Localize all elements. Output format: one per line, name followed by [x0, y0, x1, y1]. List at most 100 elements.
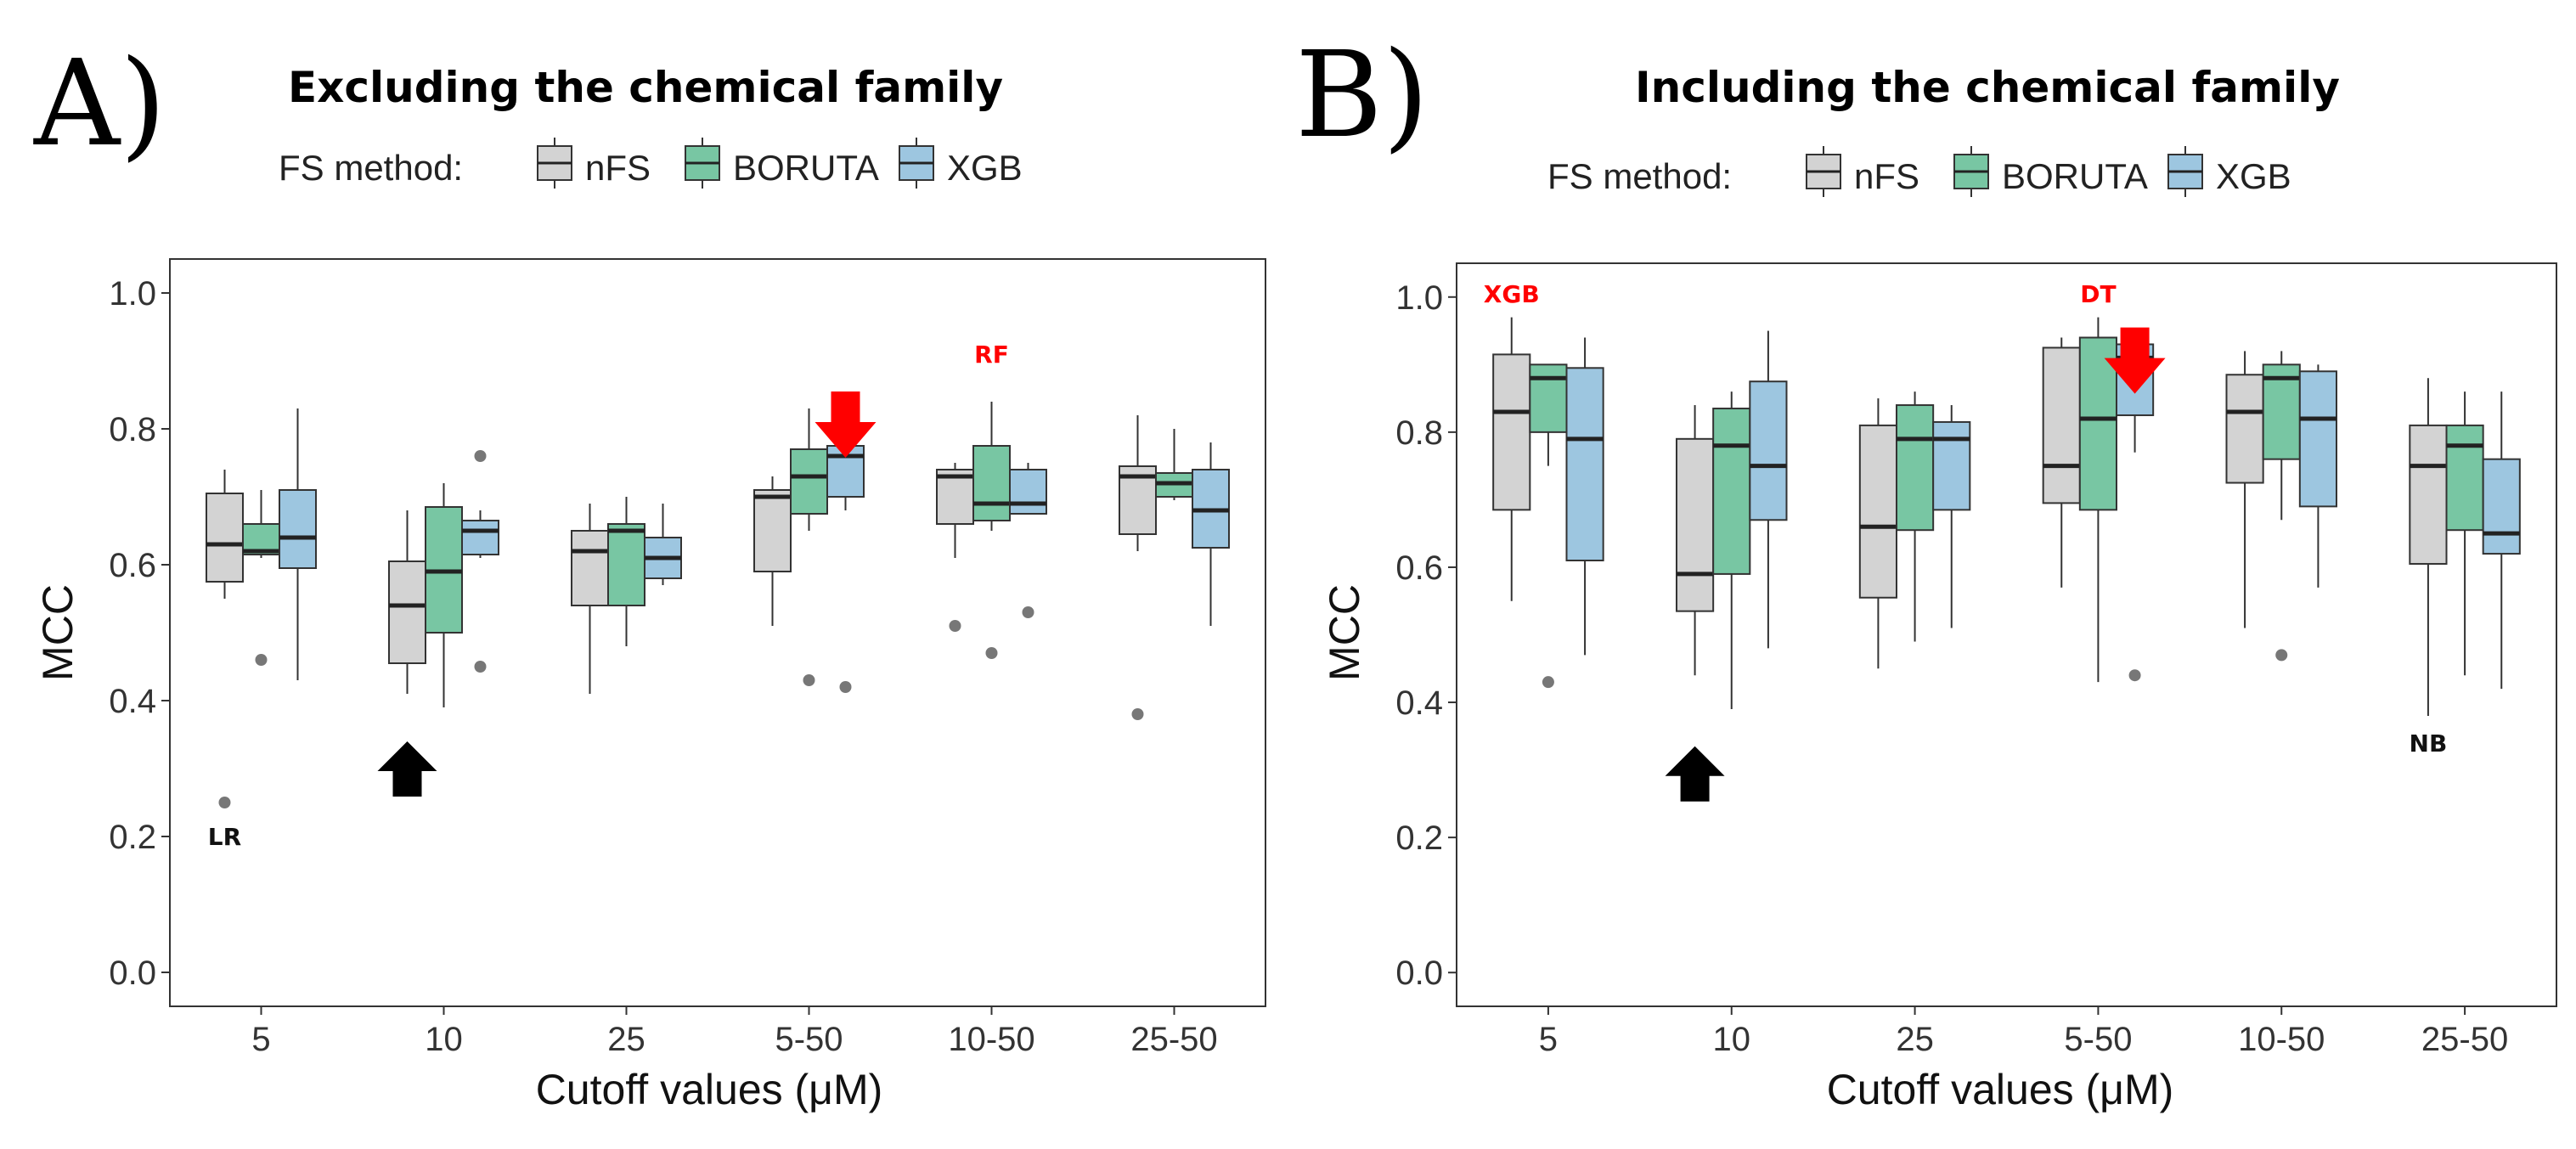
- panel-b-legend: FS method: nFS BORUTA XGB: [1547, 146, 2291, 197]
- outlier-point: [985, 647, 998, 659]
- panel-b-legend-label-nfs: nFS: [1854, 156, 1919, 196]
- panel-a-y-tick-label: 0.2: [109, 819, 156, 856]
- box-body: [790, 448, 828, 515]
- panel-b-plot-border: [1456, 262, 2557, 1007]
- panel-b-y-axis-title: MCC: [1321, 584, 1368, 681]
- outlier-point: [2128, 669, 2141, 682]
- box-body: [1932, 420, 1971, 511]
- box-body: [2078, 336, 2117, 511]
- panel-b-box-boruta-25-50: [2445, 391, 2484, 676]
- panel-a-box-xgb-10-50: [1009, 463, 1047, 618]
- panel-a-label: A): [33, 35, 166, 173]
- panel-a-box-nfs-5: [206, 470, 244, 808]
- panel-b-title: Including the chemical family: [1635, 63, 2340, 112]
- box-body: [388, 560, 426, 664]
- panel-a-x-tick-label-5-50: 5-50: [775, 1021, 843, 1058]
- outlier-point: [474, 450, 487, 462]
- panel-a-y-tick-label: 0.6: [109, 547, 156, 584]
- panel-a-x-tick-label-10-50: 10-50: [948, 1021, 1034, 1058]
- panel-b-x-tick-label-5-50: 5-50: [2064, 1021, 2132, 1058]
- box-body: [571, 530, 609, 606]
- panel-a-box-nfs-10-50: [936, 463, 974, 632]
- panel-a-legend-key-boruta: [685, 138, 720, 189]
- panel-a-box-boruta-5: [242, 490, 280, 666]
- panel-b-box-nfs-25: [1858, 398, 1897, 669]
- panel-b-x-tick-label-10: 10: [1713, 1021, 1751, 1058]
- panel-b-legend-title: FS method:: [1547, 156, 1732, 196]
- panel-b-y-tick-label: 0.2: [1395, 820, 1443, 857]
- box-body: [1009, 469, 1047, 515]
- box-body: [1896, 404, 1935, 532]
- panel-a-annotation-rf: RF: [974, 341, 1009, 369]
- box-body: [972, 445, 1011, 521]
- panel-a-y-tick-label: 1.0: [109, 275, 156, 313]
- panel-b-y-tick-label: 0.8: [1395, 414, 1443, 452]
- panel-b-label: B): [1295, 26, 1429, 165]
- panel-b-box-nfs-5: [1492, 317, 1531, 601]
- panel-a-x-tick-label-25-50: 25-50: [1130, 1021, 1217, 1058]
- panel-b-box-boruta-5-50: [2078, 317, 2117, 683]
- panel-a-y-tick-label: 0.8: [109, 411, 156, 448]
- panel-a-box-xgb-25-50: [1192, 442, 1230, 626]
- panel-a-plot-border: [169, 258, 1266, 1007]
- panel-b-y-tick-label: 0.0: [1395, 955, 1443, 992]
- box-body: [279, 489, 317, 569]
- panel-a-title: Excluding the chemical family: [288, 63, 1003, 112]
- panel-b-x-tick-label-25-50: 25-50: [2421, 1021, 2508, 1058]
- panel-a-x-tick-label-25: 25: [607, 1021, 645, 1058]
- outlier-point: [1542, 676, 1554, 689]
- panel-b-y-tick-label: 1.0: [1395, 279, 1443, 317]
- panel-b-legend-key-xgb: [2167, 146, 2203, 197]
- panel-a-box-xgb-5: [279, 408, 317, 680]
- panel-b-box-boruta-25: [1896, 391, 1935, 642]
- box-body: [2042, 346, 2081, 504]
- box-body: [936, 469, 974, 525]
- panel-b-box-nfs-25-50: [2409, 378, 2448, 716]
- panel-a-red-arrow-down: [815, 391, 877, 458]
- panel-a-legend-title: FS method:: [279, 148, 463, 188]
- panel-b-annotation-dt: DT: [2080, 280, 2116, 308]
- panel-b-legend-label-boruta: BORUTA: [2002, 156, 2148, 196]
- panel-b-x-tick-label-10-50: 10-50: [2238, 1021, 2325, 1058]
- panel-a-box-nfs-25: [571, 504, 609, 694]
- outlier-point: [2275, 649, 2288, 662]
- panel-b-black-arrow-up: [1665, 746, 1725, 802]
- box-body: [1492, 353, 1531, 511]
- panel-a-black-arrow-up: [377, 741, 437, 797]
- panel-a-legend-label-xgb: XGB: [947, 148, 1023, 188]
- panel-a-box-boruta-5-50: [790, 408, 828, 686]
- outlier-point: [949, 620, 961, 632]
- panel-b: B) Including the chemical family FS meth…: [1295, 26, 2557, 1113]
- box-body: [2298, 370, 2337, 508]
- panel-b-box-boruta-10: [1712, 391, 1751, 709]
- panel-b-box-nfs-5-50: [2042, 337, 2081, 588]
- panel-b-annotation-xgb: XGB: [1484, 280, 1540, 308]
- panel-b-box-xgb-10: [1749, 330, 1788, 649]
- box-body: [1529, 363, 1568, 433]
- panel-b-box-boruta-5: [1529, 363, 1568, 689]
- panel-b-plot: 0.0 0.2 0.4 0.6 0.8 1.0 5 10 25 5-50 10-50 25-50 XGB…: [1395, 262, 2557, 1058]
- box-body: [2409, 424, 2448, 565]
- panel-b-legend-label-xgb: XGB: [2216, 156, 2291, 196]
- panel-a-box-boruta-10-50: [972, 402, 1011, 659]
- panel-a-box-boruta-25: [607, 497, 645, 646]
- panel-a-box-nfs-5-50: [753, 476, 792, 626]
- outlier-point: [1022, 606, 1034, 618]
- panel-b-legend-key-boruta: [1953, 146, 1989, 197]
- panel-a-legend-label-boruta: BORUTA: [733, 148, 879, 188]
- box-body: [461, 520, 499, 555]
- panel-b-box-xgb-10-50: [2298, 364, 2337, 588]
- box-body: [2482, 458, 2521, 555]
- panel-b-x-tick-label-25: 25: [1896, 1021, 1934, 1058]
- outlier-point: [474, 661, 487, 673]
- outlier-point: [1131, 708, 1144, 720]
- box-body: [206, 493, 244, 583]
- outlier-point: [803, 674, 815, 686]
- panel-a-legend: FS method: nFS BORUTA XGB: [279, 138, 1023, 189]
- box-body: [1749, 380, 1788, 521]
- panel-a-legend-label-nfs: nFS: [585, 148, 651, 188]
- box-body: [1712, 408, 1751, 575]
- panel-b-box-nfs-10-50: [2225, 351, 2264, 628]
- panel-a-y-tick-label: 0.0: [109, 955, 156, 992]
